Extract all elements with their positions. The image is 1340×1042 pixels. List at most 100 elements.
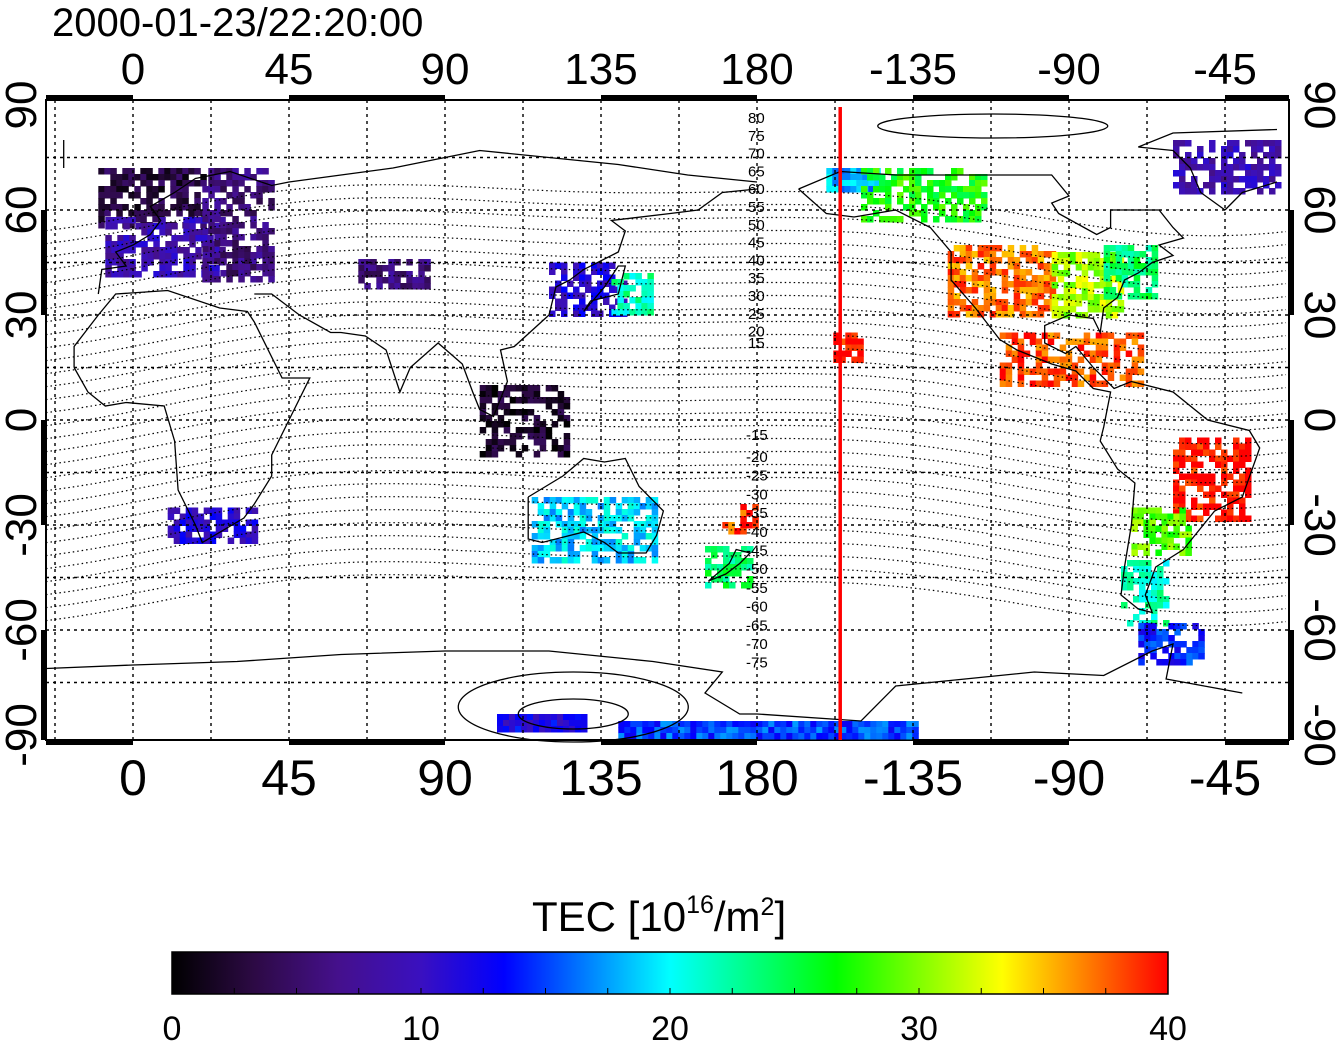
tec-cell: [1133, 269, 1141, 276]
tec-cell: [182, 168, 189, 175]
tec-cell: [1191, 164, 1198, 171]
tec-cell: [1179, 513, 1186, 520]
tec-cell: [1035, 362, 1043, 369]
tec-cell: [1245, 164, 1252, 171]
tec-cell: [203, 525, 211, 532]
tec-cell: [268, 264, 275, 271]
top-lon-label: 0: [121, 45, 145, 94]
tec-cell: [232, 168, 239, 175]
tec-cell: [888, 733, 895, 740]
tec-cell: [1151, 275, 1159, 282]
tec-cell: [1101, 344, 1109, 351]
tec-cell: [1093, 306, 1101, 313]
tec-cell: [141, 241, 148, 248]
tec-cell: [1209, 140, 1216, 147]
tec-cell: [1198, 641, 1205, 648]
tec-cell: [400, 271, 407, 278]
tec-cell: [531, 545, 539, 552]
tec-cell: [717, 570, 724, 577]
tec-cell: [543, 545, 551, 552]
tec-cell: [647, 279, 654, 286]
tec-cell: [705, 564, 712, 571]
tec-cell: [585, 545, 593, 552]
tec-cell: [1173, 513, 1180, 520]
tec-cell: [208, 180, 215, 187]
tec-cell: [1093, 282, 1101, 289]
tec-cell: [1167, 543, 1174, 550]
tec-cell: [647, 285, 654, 292]
tec-cell: [1051, 306, 1059, 313]
tec-cell: [617, 285, 624, 292]
bottom-lon-label: 135: [559, 750, 642, 806]
tec-cell: [485, 451, 493, 458]
tec-cell: [220, 168, 227, 175]
tec-cell: [256, 186, 263, 193]
tec-cell: [167, 531, 175, 538]
tec-cell: [491, 385, 499, 392]
tec-cell: [959, 275, 967, 282]
tec-cell: [549, 539, 557, 546]
tec-cell: [1125, 380, 1133, 387]
tec-cell: [591, 286, 598, 293]
tec-cell: [539, 397, 547, 404]
tec-cell: [567, 533, 575, 540]
tec-cell: [1173, 485, 1180, 492]
tec-cell: [400, 283, 407, 290]
tec-cell: [1133, 560, 1140, 567]
top-lon-label: 180: [720, 45, 793, 94]
tec-cell: [1047, 356, 1055, 363]
tec-cell: [251, 531, 259, 538]
tec-cell: [551, 385, 559, 392]
tec-cell: [947, 281, 955, 288]
tec-cell: [786, 733, 793, 740]
tec-cell: [153, 235, 160, 242]
tec-cell: [485, 439, 493, 446]
tec-cell: [1041, 350, 1049, 357]
tec-cell: [134, 204, 141, 211]
tec-cell: [1131, 507, 1138, 514]
tec-cell: [515, 720, 522, 727]
tec-cell: [376, 265, 383, 272]
tec-cell: [906, 733, 913, 740]
tec-cell: [543, 509, 551, 516]
tec-cell: [1145, 560, 1152, 567]
tec-cell: [1180, 623, 1187, 630]
tec-cell: [963, 204, 970, 211]
tec-cell: [563, 720, 570, 727]
tec-cell: [533, 726, 540, 733]
tec-cell: [1185, 531, 1192, 538]
tec-cell: [1227, 152, 1234, 159]
tec-cell: [1137, 368, 1145, 375]
tec-cell: [1133, 578, 1140, 585]
tec-cell: [165, 265, 172, 272]
tec-cell: [573, 274, 580, 281]
tec-cell: [111, 223, 118, 230]
tec-cell: [1191, 497, 1198, 504]
tec-cell: [134, 174, 141, 181]
tec-cell: [424, 265, 431, 272]
tec-cell: [158, 204, 165, 211]
left-lat-label: 0: [0, 408, 46, 432]
tec-cell: [1151, 584, 1158, 591]
tec-cell: [215, 507, 223, 514]
tec-cell: [1185, 509, 1192, 516]
tec-cell: [573, 286, 580, 293]
tec-cell: [971, 311, 979, 318]
tec-cell: [1053, 368, 1061, 375]
tec-cell: [1065, 374, 1073, 381]
bottom-lon-label: -135: [863, 750, 963, 806]
tec-cell: [418, 271, 425, 278]
tec-cell: [1071, 374, 1079, 381]
tec-cell: [555, 557, 563, 564]
tec-cell: [238, 180, 245, 187]
tec-cell: [202, 276, 209, 283]
bottom-lon-label: 180: [715, 750, 798, 806]
tec-cell: [729, 564, 736, 571]
tec-cell: [921, 186, 928, 193]
tec-cell: [1173, 509, 1180, 516]
tec-cell: [503, 403, 511, 410]
tec-cell: [567, 557, 575, 564]
tec-cell: [1239, 479, 1246, 486]
tec-cell: [214, 234, 221, 241]
tec-cell: [220, 228, 227, 235]
